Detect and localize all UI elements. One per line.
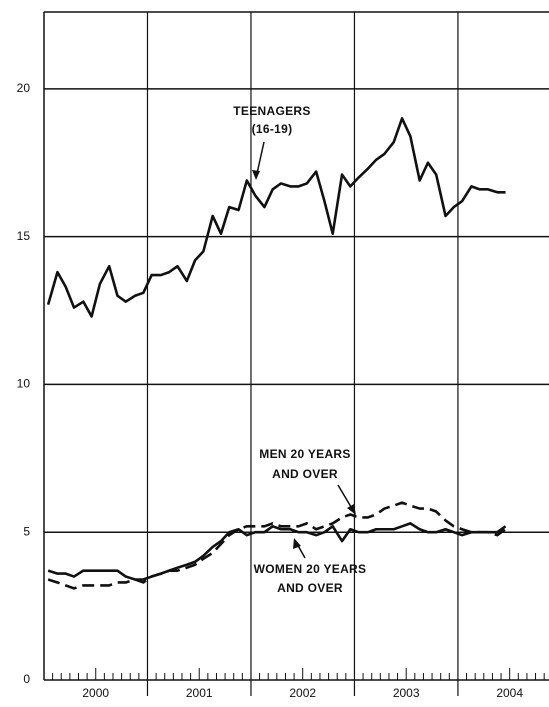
annotations: TEENAGERS (16-19) MEN 20 YEARS AND OVER …	[233, 104, 366, 595]
annotation: AND OVER	[277, 581, 343, 595]
annotation: WOMEN 20 YEARS	[254, 562, 367, 576]
series-line	[47, 501, 507, 590]
series-line	[47, 522, 507, 581]
x-tick-label: 2002	[289, 686, 316, 700]
arrow-head	[293, 538, 301, 549]
annotation: AND OVER	[272, 467, 338, 481]
arrow-head	[347, 504, 356, 515]
x-tick-label: 2001	[186, 686, 213, 700]
x-tick-label: 2000	[82, 686, 109, 700]
arrow-head	[252, 170, 260, 180]
y-tick-label: 10	[17, 377, 31, 391]
y-tick-label: 5	[23, 524, 30, 538]
series-line	[46, 117, 506, 318]
y-tick-label: 15	[17, 229, 31, 243]
y-tick-label: 20	[17, 81, 31, 95]
annotation: TEENAGERS	[233, 104, 310, 118]
annotation: (16-19)	[252, 122, 293, 136]
x-tick-label: 2004	[496, 686, 523, 700]
x-tick-label: 2003	[393, 686, 420, 700]
annotation: MEN 20 YEARS	[259, 447, 350, 461]
y-tick-label: 0	[23, 672, 30, 686]
